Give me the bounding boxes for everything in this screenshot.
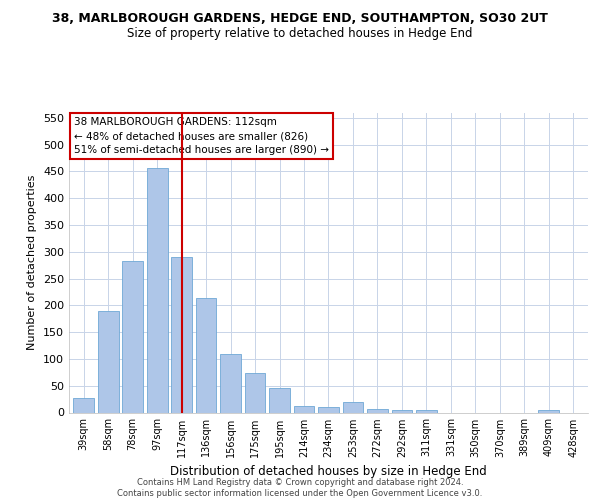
Bar bbox=[318, 406, 339, 412]
Bar bbox=[538, 410, 559, 412]
Bar bbox=[343, 402, 364, 412]
Bar bbox=[122, 261, 143, 412]
Bar bbox=[196, 298, 217, 412]
Text: 38, MARLBOROUGH GARDENS, HEDGE END, SOUTHAMPTON, SO30 2UT: 38, MARLBOROUGH GARDENS, HEDGE END, SOUT… bbox=[52, 12, 548, 26]
Bar bbox=[416, 410, 437, 412]
Text: 38 MARLBOROUGH GARDENS: 112sqm
← 48% of detached houses are smaller (826)
51% of: 38 MARLBOROUGH GARDENS: 112sqm ← 48% of … bbox=[74, 117, 329, 155]
Bar bbox=[269, 388, 290, 412]
Bar bbox=[147, 168, 167, 412]
Bar bbox=[98, 310, 119, 412]
Bar bbox=[220, 354, 241, 412]
Bar bbox=[293, 406, 314, 412]
Y-axis label: Number of detached properties: Number of detached properties bbox=[28, 175, 37, 350]
Bar bbox=[367, 409, 388, 412]
X-axis label: Distribution of detached houses by size in Hedge End: Distribution of detached houses by size … bbox=[170, 465, 487, 478]
Bar bbox=[392, 410, 412, 412]
Bar bbox=[171, 257, 192, 412]
Bar bbox=[245, 374, 265, 412]
Bar bbox=[73, 398, 94, 412]
Text: Contains HM Land Registry data © Crown copyright and database right 2024.
Contai: Contains HM Land Registry data © Crown c… bbox=[118, 478, 482, 498]
Text: Size of property relative to detached houses in Hedge End: Size of property relative to detached ho… bbox=[127, 28, 473, 40]
